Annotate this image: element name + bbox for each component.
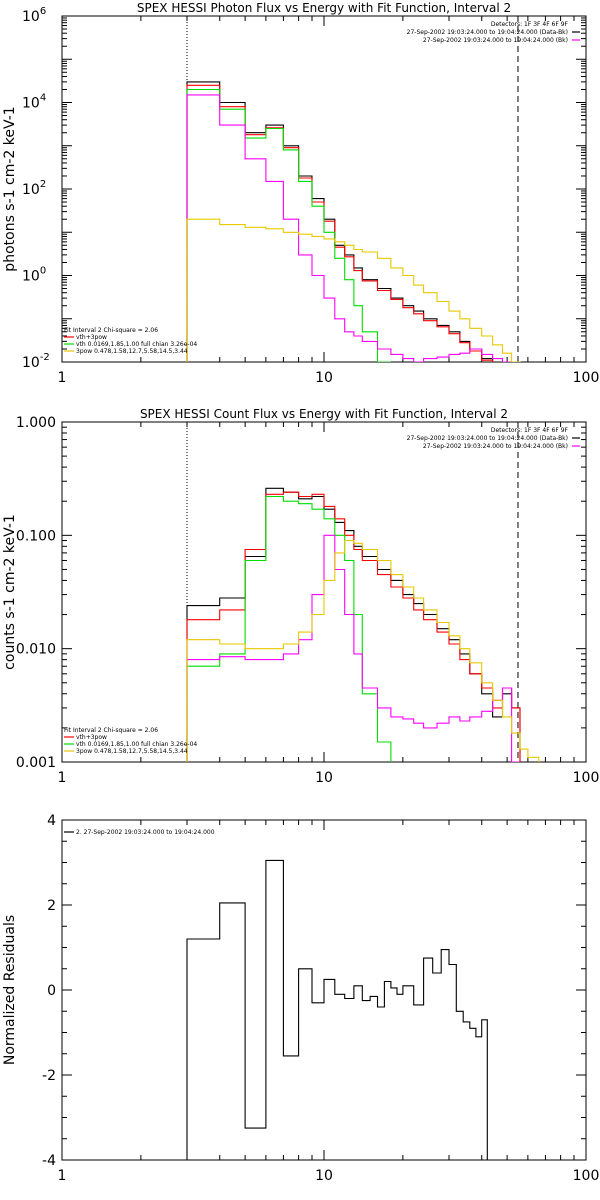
y-axis-label: photons s-1 cm-2 keV-1: [2, 106, 18, 271]
y-tick-label: 0.010: [16, 642, 56, 658]
y-tick-label: 0: [47, 983, 56, 999]
y-tick-label: 106: [22, 6, 46, 25]
series-line-2: [186, 88, 391, 362]
y-tick-label: 100: [22, 266, 46, 285]
y-tick-label: 104: [22, 93, 46, 112]
header-line: 27-Sep-2002 19:03:24.000 to 19:04:24.000…: [407, 435, 568, 442]
series-line-3: [186, 94, 521, 362]
legend-entry: Fit Interval 2 Chi-square = 2.06: [64, 327, 158, 334]
series-line-3: [186, 534, 520, 762]
header-line: Detectors: 1F 3F 4F 6F 9F: [491, 427, 569, 434]
y-tick-base: 10: [22, 182, 40, 198]
y-tick-label: 102: [22, 179, 46, 198]
y-tick-label: 4: [47, 813, 56, 829]
y-tick-base: 10: [22, 269, 40, 285]
series-line-0: [186, 81, 513, 362]
series-line-2: [186, 495, 392, 762]
legend-entry: 2. 27-Sep-2002 19:03:24.000 to 19:04:24.…: [76, 829, 215, 836]
series-line-0: [186, 859, 488, 1160]
y-tick-label: -2: [42, 1068, 56, 1084]
y-tick-exponent: -2: [40, 352, 50, 363]
y-tick-exponent: 4: [40, 93, 46, 104]
y-tick-label: 0.100: [16, 528, 56, 544]
header-line: 27-Sep-2002 19:03:24.000 to 19:04:24.000…: [407, 29, 568, 36]
header-line: Detectors: 1F 3F 4F 6F 9F: [491, 21, 569, 28]
legend-entry: 3pow 0.478,1.58,12.7,5.58,14.5,3.44: [76, 748, 188, 755]
y-tick-label: 0.001: [16, 755, 56, 771]
x-tick-label: 1: [58, 770, 67, 786]
x-tick-label: 1: [58, 1168, 67, 1184]
x-tick-label: 10: [315, 370, 333, 386]
x-tick-label: 1: [58, 370, 67, 386]
x-tick-label: 10: [315, 1168, 333, 1184]
legend-entry: Fit Interval 2 Chi-square = 2.06: [64, 727, 158, 734]
legend-entry: 3pow 0.478,1.58,12.7,5.58,14.5,3.44: [76, 348, 188, 355]
y-tick-base: 10: [22, 355, 40, 371]
series-line-4: [186, 539, 550, 762]
header-line: 27-Sep-2002 19:03:24.000 to 19:04:24.000…: [423, 443, 568, 450]
y-axis-label: counts s-1 cm-2 keV-1: [2, 514, 18, 670]
legend-entry: vth 0.0169,1.85,1.00 full chian 3.26e-04: [76, 341, 197, 348]
legend-entry: vth+3pow: [76, 734, 107, 741]
legend-entry: vth+3pow: [76, 334, 107, 341]
y-tick-exponent: 0: [40, 266, 46, 277]
x-tick-label: 10: [315, 770, 333, 786]
y-axis-label: Normalized Residuals: [2, 915, 18, 1065]
x-tick-label: 100: [573, 1168, 600, 1184]
y-tick-label: -4: [42, 1153, 56, 1169]
x-tick-label: 100: [573, 370, 600, 386]
y-tick-exponent: 6: [40, 6, 46, 17]
y-tick-label: 2: [47, 898, 56, 914]
plot-title: SPEX HESSI Count Flux vs Energy with Fit…: [140, 407, 508, 421]
plot-title: SPEX HESSI Photon Flux vs Energy with Fi…: [137, 1, 511, 15]
header-line: 27-Sep-2002 19:03:24.000 to 19:04:24.000…: [423, 37, 568, 44]
legend-entry: vth 0.0169,1.85,1.00 full chian 3.26e-04: [76, 741, 197, 748]
y-tick-label: 10-2: [22, 352, 50, 371]
y-tick-label: 1.000: [16, 415, 56, 431]
y-tick-exponent: 2: [40, 179, 46, 190]
series-line-4: [186, 218, 550, 362]
x-tick-label: 100: [573, 770, 600, 786]
plot-frame: [61, 15, 587, 363]
y-tick-base: 10: [22, 9, 40, 25]
y-tick-base: 10: [22, 96, 40, 112]
